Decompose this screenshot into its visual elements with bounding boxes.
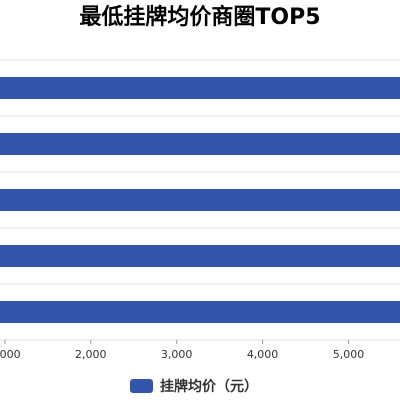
bar	[0, 77, 400, 99]
x-tick-label: 2,000	[75, 348, 107, 361]
x-tick-label: 4,000	[247, 348, 279, 361]
bar	[0, 133, 400, 155]
x-tick-label: 1,000	[0, 348, 21, 361]
x-tick-label: 3,000	[161, 348, 193, 361]
bar	[0, 245, 400, 267]
legend-label: 挂牌均价（元）	[160, 378, 258, 395]
bar	[0, 301, 400, 323]
bar	[0, 189, 400, 211]
x-tick-label: 5,000	[333, 348, 365, 361]
legend-swatch	[130, 379, 153, 393]
chart-title: 最低挂牌均价商圈TOP5	[79, 4, 320, 30]
